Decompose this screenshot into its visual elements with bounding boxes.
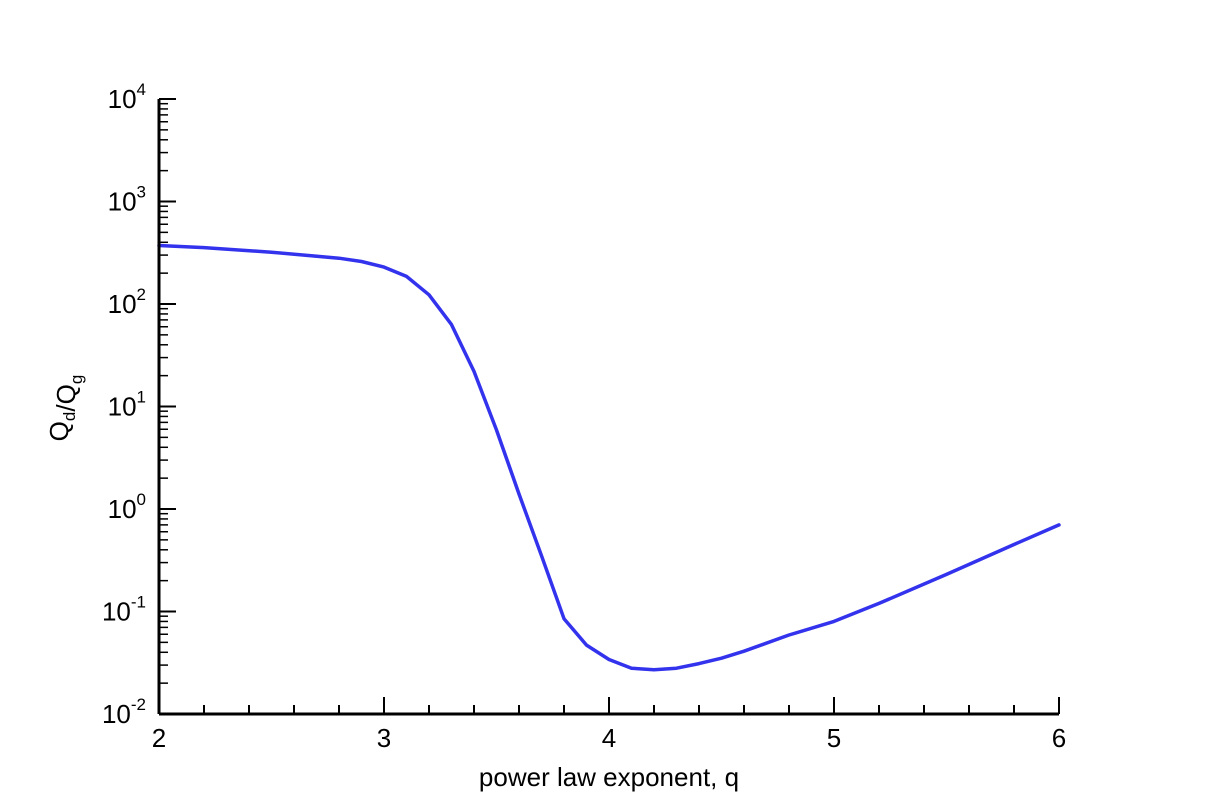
x-tick-label: 6 [1052, 723, 1066, 753]
labels-layer: 2 3 4 5 6 10-2 10-1 100 101 102 103 104 [102, 80, 1066, 753]
y-tick-label: 10-1 [102, 593, 146, 627]
y-tick-label: 104 [108, 80, 146, 114]
y-tick-label: 102 [108, 285, 146, 319]
x-tick-label: 5 [827, 723, 841, 753]
y-tick-label: 103 [108, 183, 146, 217]
y-tick-label: 100 [108, 490, 146, 524]
x-tick-label: 3 [377, 723, 391, 753]
x-tick-label: 2 [152, 723, 166, 753]
y-axis-title-text: Qd/Qg [44, 375, 86, 442]
y-axis-title: Qd/Qg [44, 375, 86, 442]
x-tick-label: 4 [602, 723, 616, 753]
ticks-layer [158, 98, 1060, 715]
x-axis-title: power law exponent, q [479, 762, 739, 792]
y-tick-label: 10-2 [102, 695, 146, 729]
series-layer [157, 243, 1061, 672]
y-tick-label: 101 [108, 388, 146, 422]
series-line [157, 243, 1061, 672]
